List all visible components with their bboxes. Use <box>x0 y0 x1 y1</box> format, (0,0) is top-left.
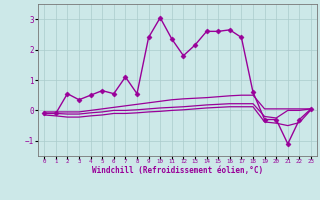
X-axis label: Windchill (Refroidissement éolien,°C): Windchill (Refroidissement éolien,°C) <box>92 166 263 175</box>
